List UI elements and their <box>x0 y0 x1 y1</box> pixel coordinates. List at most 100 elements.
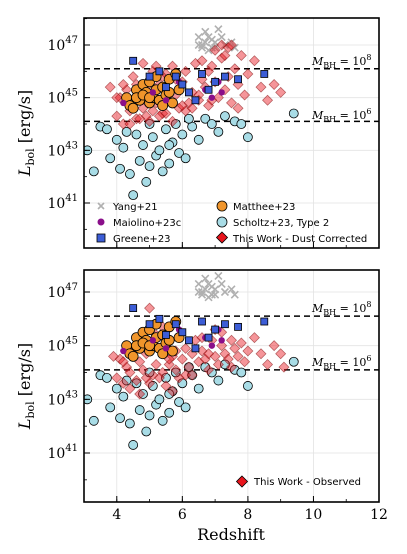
point-this-work-observed <box>147 369 159 381</box>
point-this-work-observed <box>232 350 244 362</box>
svg-text:Matthee+23: Matthee+23 <box>233 202 295 213</box>
svg-text:Scholtz+23, Type 2: Scholtz+23, Type 2 <box>233 218 329 229</box>
point-this-work-observed <box>160 380 172 392</box>
point-matthee23 <box>127 102 139 114</box>
point-scholtz23 <box>105 402 116 413</box>
point-scholtz23 <box>164 407 175 418</box>
panel-top: 1041 1043 1045 1047 MBH = 108 MBH = 106 Lbo… <box>15 17 380 249</box>
point-yang21 <box>207 290 216 299</box>
point-scholtz23 <box>154 145 165 156</box>
x-tick-label: 10 <box>305 507 323 523</box>
point-scholtz23 <box>213 126 224 137</box>
hline-label-1e8: MBH = 108 <box>311 53 371 70</box>
point-greene23 <box>198 317 206 326</box>
point-greene23 <box>234 75 242 84</box>
point-greene23 <box>155 67 164 76</box>
point-scholtz23 <box>193 383 204 394</box>
point-this-work-observed <box>229 342 241 354</box>
point-yang21 <box>214 271 223 280</box>
point-yang21 <box>194 287 203 297</box>
point-this-work-dust <box>147 105 159 117</box>
point-this-work-dust <box>206 60 218 72</box>
point-this-work-observed <box>144 302 156 314</box>
point-scholtz23 <box>144 161 155 172</box>
point-yang21 <box>217 33 226 42</box>
point-scholtz23 <box>193 134 204 145</box>
point-this-work-dust <box>130 113 142 125</box>
point-yang21 <box>211 290 220 299</box>
y-axis-label: Lbol [erg/s] <box>15 343 37 430</box>
svg-text:Maiolino+23c: Maiolino+23c <box>113 218 181 229</box>
point-scholtz23 <box>206 119 217 129</box>
point-maiolino23c <box>162 345 170 352</box>
point-this-work-dust <box>140 110 152 122</box>
point-scholtz23 <box>128 190 139 201</box>
point-greene23 <box>162 331 170 339</box>
point-this-work-dust <box>222 42 234 54</box>
point-scholtz23 <box>134 405 145 415</box>
point-this-work-observed <box>117 356 129 368</box>
svg-text:This Work - Dust Corrected: This Work - Dust Corrected <box>232 234 367 245</box>
point-scholtz23 <box>105 153 116 164</box>
point-greene23 <box>145 320 154 329</box>
point-this-work-observed <box>268 340 280 352</box>
point-scholtz23 <box>213 375 224 386</box>
point-this-work-observed <box>255 348 267 360</box>
point-scholtz23 <box>161 372 171 383</box>
point-this-work-observed <box>144 377 156 389</box>
point-this-work-dust <box>262 94 274 106</box>
point-scholtz23 <box>88 415 99 426</box>
y-tick-label: 1045 <box>47 336 78 355</box>
point-this-work-observed <box>209 350 221 362</box>
point-this-work-observed <box>222 353 234 365</box>
point-greene23 <box>171 320 180 329</box>
point-scholtz23 <box>111 134 122 145</box>
plot-frame <box>83 269 380 503</box>
point-yang21 <box>207 43 216 52</box>
point-this-work-observed <box>111 372 123 384</box>
point-scholtz23 <box>115 413 125 424</box>
y-tick-label: 1047 <box>47 282 78 301</box>
hline-label-1e6: MBH = 106 <box>311 107 371 124</box>
legend-item-matthee23: Matthee+23 <box>216 200 295 213</box>
point-this-work-observed <box>137 364 149 376</box>
point-scholtz23 <box>157 166 168 177</box>
point-yang21 <box>220 40 230 50</box>
point-greene23 <box>211 77 220 86</box>
point-scholtz23 <box>236 367 247 378</box>
point-this-work-dust <box>209 44 221 56</box>
axis-ticks: 4 6 8 10 12 1041 1043 1045 1047 <box>47 282 387 523</box>
point-greene23 <box>191 344 200 353</box>
point-scholtz23 <box>161 124 171 135</box>
point-this-work-dust <box>229 63 241 75</box>
legend: This Work - Observed <box>235 475 361 488</box>
point-this-work-dust <box>134 113 146 125</box>
point-scholtz23 <box>88 166 99 177</box>
point-this-work-observed <box>199 353 211 365</box>
point-this-work-observed <box>173 372 185 384</box>
y-tick-label: 1041 <box>47 443 78 462</box>
point-scholtz23 <box>111 383 122 394</box>
point-this-work-dust <box>127 71 139 83</box>
hline-label-1e6: MBH = 106 <box>311 354 371 371</box>
point-scholtz23 <box>200 113 211 124</box>
y-tick-label: 1045 <box>47 88 78 107</box>
point-greene23 <box>162 83 170 92</box>
point-greene23 <box>234 322 242 331</box>
point-yang21 <box>227 285 236 294</box>
point-scholtz23 <box>180 153 191 164</box>
point-yang21 <box>230 43 239 52</box>
svg-text:This Work - Observed: This Work - Observed <box>253 477 361 488</box>
point-greene23 <box>171 72 180 81</box>
point-yang21 <box>201 285 210 294</box>
point-yang21 <box>217 279 226 289</box>
legend-item-scholtz23: Scholtz+23, Type 2 <box>216 216 329 229</box>
point-this-work-dust <box>232 102 244 114</box>
point-scholtz23 <box>115 163 125 174</box>
point-this-work-dust <box>157 107 169 119</box>
x-tick-label: 8 <box>243 507 252 523</box>
point-this-work-observed <box>226 334 237 346</box>
point-maiolino23c <box>218 337 225 344</box>
point-this-work-dust <box>176 100 188 112</box>
